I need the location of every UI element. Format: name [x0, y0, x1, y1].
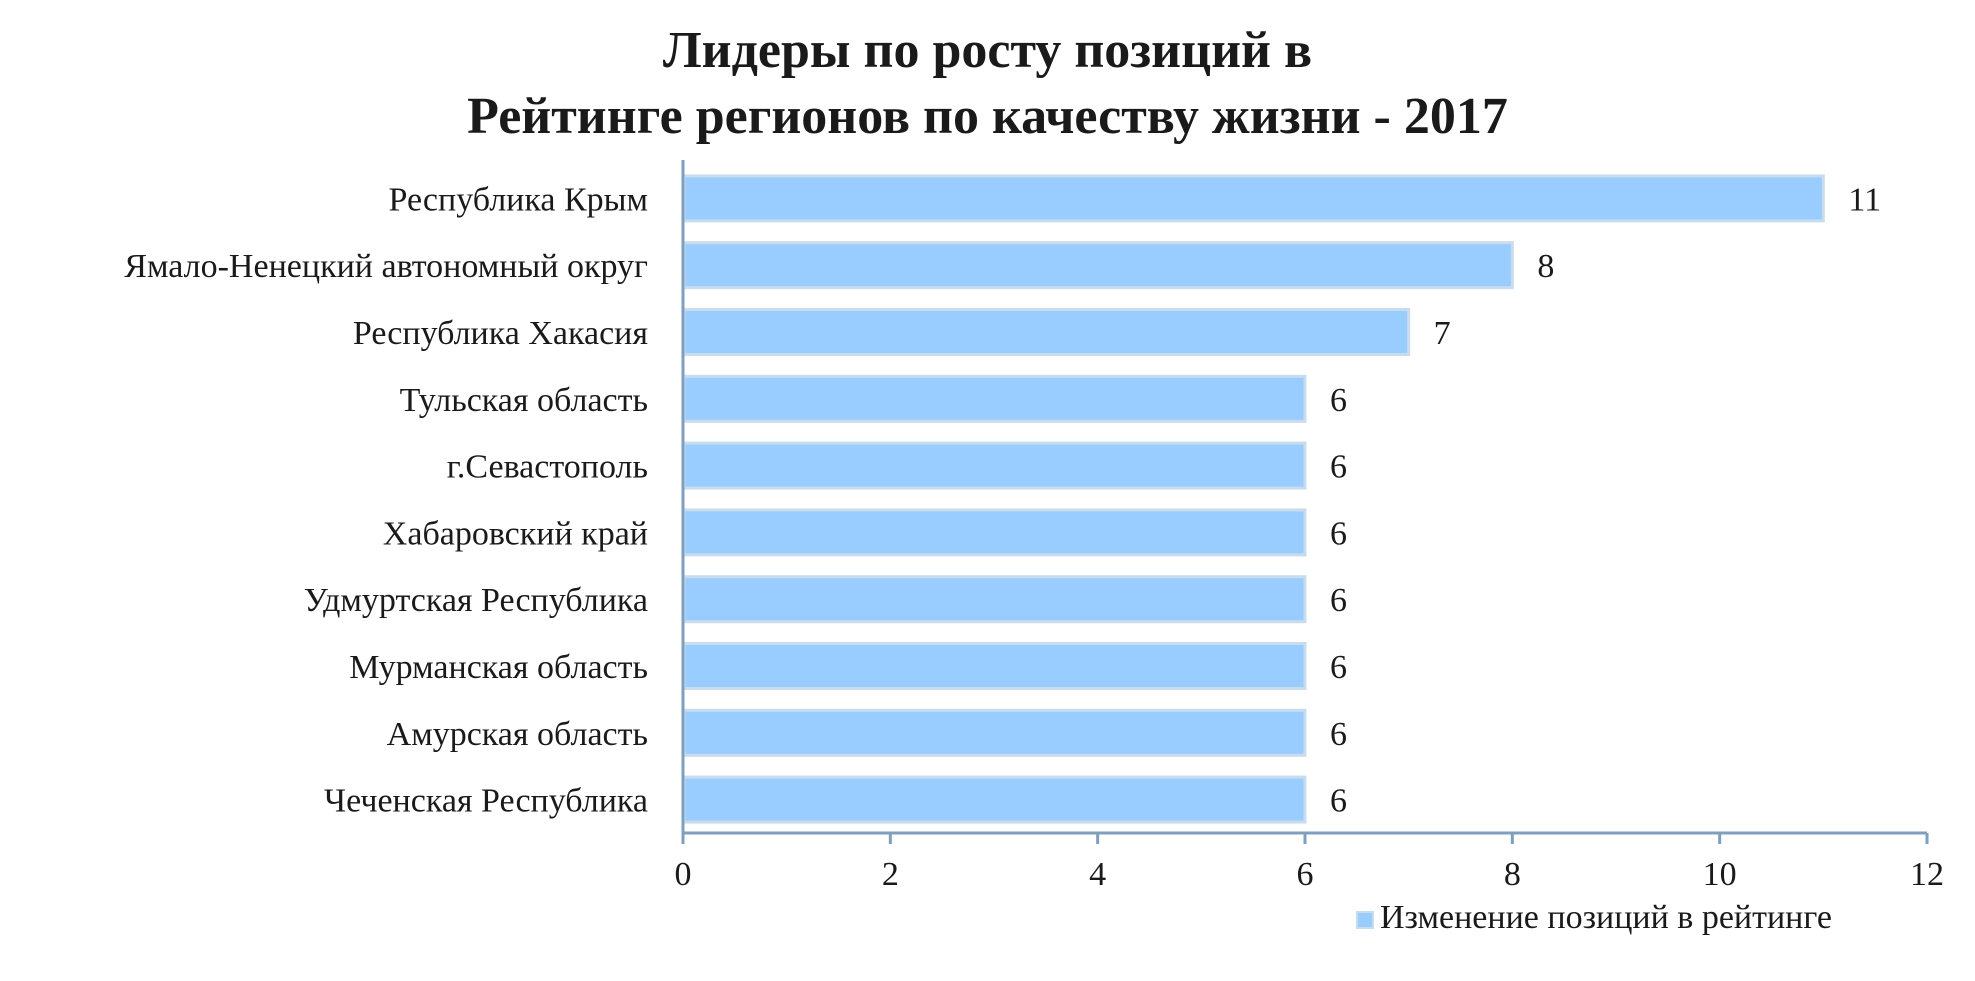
data-label: 6 — [1330, 449, 1347, 486]
data-label: 11 — [1848, 181, 1881, 218]
category-label: Мурманская область — [349, 649, 648, 686]
category-label: Удмуртская Республика — [304, 582, 648, 619]
chart-title: Лидеры по росту позиций в Рейтинге регио… — [0, 18, 1975, 150]
category-label: Республика Хакасия — [353, 315, 648, 352]
x-tick-label: 6 — [1297, 856, 1314, 893]
axes-layer: 0 2 4 6 8 10 12 — [675, 160, 1944, 893]
data-label: 6 — [1330, 716, 1347, 753]
bar — [682, 308, 1411, 356]
legend-swatch — [1356, 911, 1374, 929]
data-label: 8 — [1537, 248, 1554, 285]
x-tick-label: 2 — [882, 856, 899, 893]
data-label: 6 — [1330, 649, 1347, 686]
legend: Изменение позиций в рейтинге — [1356, 899, 1832, 936]
data-label: 6 — [1330, 382, 1347, 419]
x-tick-label: 10 — [1703, 856, 1737, 893]
bar — [682, 174, 1825, 223]
bar — [682, 241, 1514, 290]
chart-title-line-2: Рейтинге регионов по качеству жизни - 20… — [467, 88, 1508, 145]
bar — [682, 708, 1307, 757]
data-label: 6 — [1330, 582, 1347, 619]
category-label: Тульская область — [400, 382, 648, 419]
data-label: 6 — [1330, 783, 1347, 820]
data-label: 6 — [1330, 515, 1347, 552]
category-label: Ямало-Ненецкий автономный округ — [124, 248, 648, 285]
x-tick-label: 0 — [675, 856, 692, 893]
bar — [682, 642, 1307, 690]
bar — [682, 508, 1307, 557]
bar — [682, 775, 1307, 824]
category-label: Амурская область — [387, 716, 648, 753]
category-label: Хабаровский край — [383, 515, 648, 552]
bar — [682, 441, 1307, 490]
bar — [682, 374, 1307, 423]
bars-layer: Республика Крым 11 Ямало-Ненецкий автономн… — [124, 174, 1881, 824]
legend-label: Изменение позиций в рейтинге — [1380, 899, 1832, 936]
x-tick-label: 4 — [1089, 856, 1106, 893]
category-label: Чеченская Республика — [324, 783, 648, 820]
data-label: 7 — [1434, 315, 1451, 352]
x-tick-label: 8 — [1504, 856, 1521, 893]
category-label: Республика Крым — [389, 181, 648, 218]
x-tick-label: 12 — [1910, 856, 1944, 893]
category-label: г.Севастополь — [447, 449, 648, 486]
bar — [682, 575, 1307, 624]
chart-title-line-1: Лидеры по росту позиций в — [662, 22, 1313, 79]
